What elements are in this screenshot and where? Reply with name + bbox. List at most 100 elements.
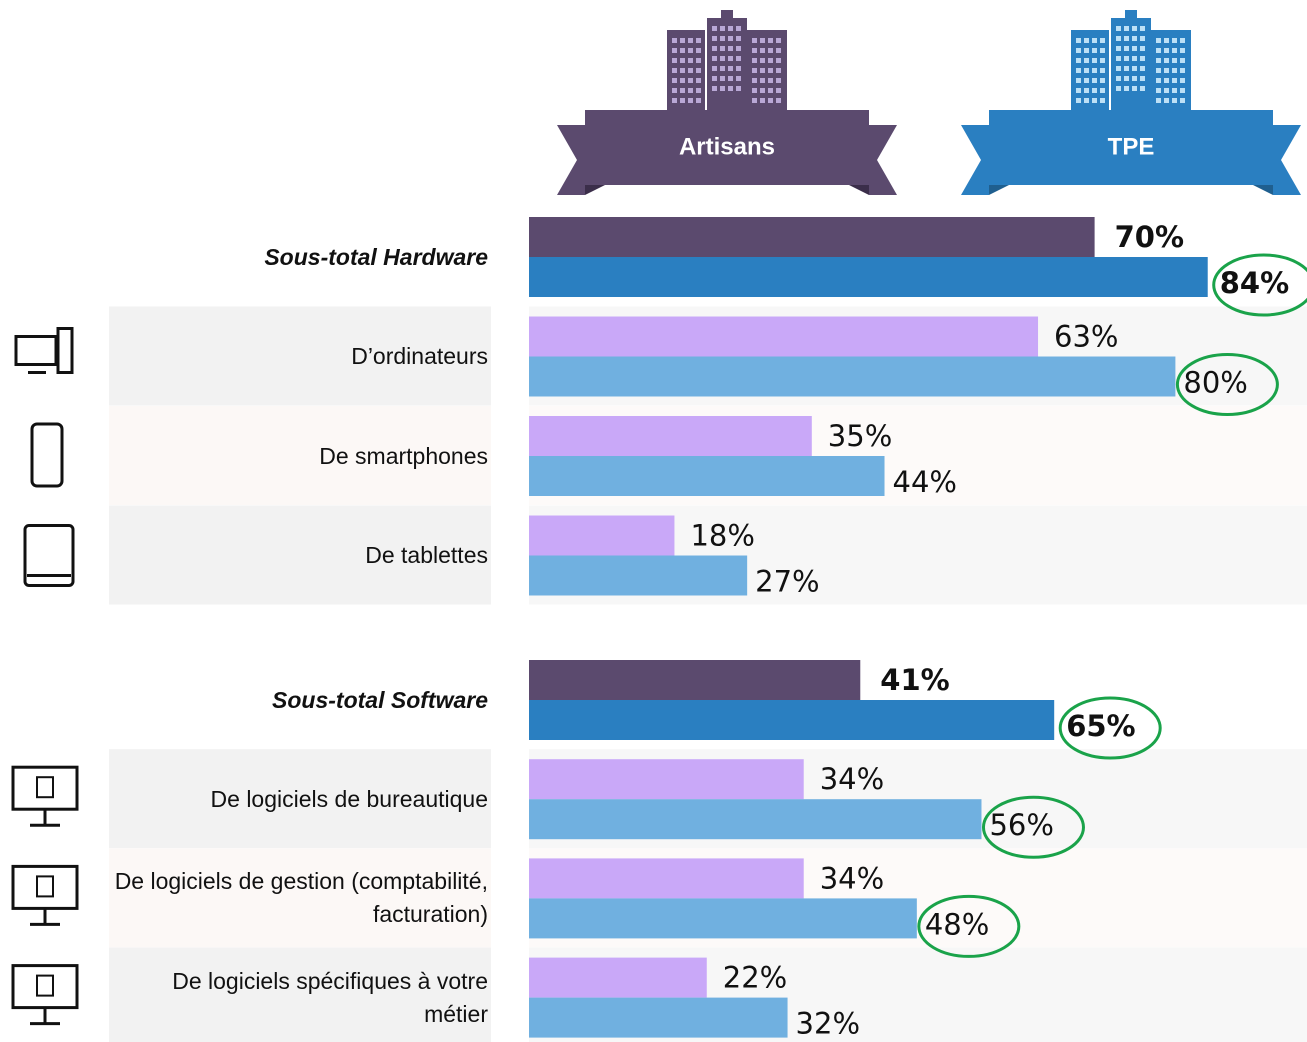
icon-part xyxy=(56,327,74,374)
window xyxy=(688,58,693,63)
value-label: 44% xyxy=(893,465,957,499)
window xyxy=(1116,56,1121,61)
window xyxy=(776,38,781,43)
row-background xyxy=(109,306,491,406)
window xyxy=(1124,36,1129,41)
window xyxy=(1132,26,1137,31)
value-label: 35% xyxy=(828,419,892,453)
window xyxy=(728,66,733,71)
window xyxy=(752,48,757,53)
window xyxy=(728,86,733,91)
icon-part xyxy=(11,765,79,811)
window xyxy=(720,56,725,61)
bar xyxy=(529,316,1039,357)
bar xyxy=(529,799,982,840)
window xyxy=(1092,78,1097,83)
row-background xyxy=(109,505,491,605)
window xyxy=(768,98,773,103)
window xyxy=(720,66,725,71)
ribbon-tail xyxy=(961,125,989,195)
window xyxy=(1116,26,1121,31)
bar xyxy=(529,858,804,899)
window xyxy=(1164,38,1169,43)
window xyxy=(688,68,693,73)
window xyxy=(1116,46,1121,51)
icon-part xyxy=(36,776,54,799)
window xyxy=(688,48,693,53)
row-icon xyxy=(30,422,64,488)
window xyxy=(1132,66,1137,71)
window xyxy=(1092,58,1097,63)
value-label: 48% xyxy=(925,907,989,941)
window xyxy=(736,36,741,41)
value-label: 34% xyxy=(820,861,884,895)
ribbon-tail xyxy=(557,125,585,195)
ribbon-tail xyxy=(1273,125,1301,195)
window xyxy=(680,38,685,43)
window xyxy=(1156,48,1161,53)
window xyxy=(760,88,765,93)
window xyxy=(1172,38,1177,43)
window xyxy=(1084,58,1089,63)
window xyxy=(1180,58,1185,63)
row-icon xyxy=(11,864,79,926)
window xyxy=(1100,98,1105,103)
value-label: 41% xyxy=(880,663,949,697)
window xyxy=(1156,68,1161,73)
window xyxy=(1076,38,1081,43)
window xyxy=(696,58,701,63)
window xyxy=(1084,78,1089,83)
window xyxy=(1124,46,1129,51)
window xyxy=(1180,68,1185,73)
window xyxy=(720,86,725,91)
window xyxy=(728,36,733,41)
window xyxy=(1124,26,1129,31)
bar xyxy=(529,257,1208,297)
window xyxy=(1180,88,1185,93)
roof xyxy=(721,10,733,18)
window xyxy=(712,66,717,71)
bar xyxy=(529,997,788,1038)
roof xyxy=(1125,10,1137,18)
bar xyxy=(529,217,1095,257)
category-label: De logiciels spécifiques à votre métier xyxy=(172,967,488,1027)
window xyxy=(1100,78,1105,83)
window xyxy=(1076,98,1081,103)
window xyxy=(1084,98,1089,103)
window xyxy=(1116,36,1121,41)
category-label: Sous-total Software xyxy=(272,686,488,713)
row-icon xyxy=(11,964,79,1026)
window xyxy=(1076,68,1081,73)
window xyxy=(760,48,765,53)
window xyxy=(760,58,765,63)
icon-part xyxy=(11,964,79,1010)
window xyxy=(1140,76,1145,81)
window xyxy=(1084,88,1089,93)
building xyxy=(707,18,747,110)
category-label: Sous-total Hardware xyxy=(264,243,488,270)
ribbon-fold xyxy=(849,185,869,195)
icon-part xyxy=(36,875,54,898)
window xyxy=(696,78,701,83)
window xyxy=(768,48,773,53)
bar xyxy=(529,555,748,596)
window xyxy=(1172,88,1177,93)
ribbon xyxy=(585,110,869,185)
bar xyxy=(529,356,1176,397)
value-label: 80% xyxy=(1183,366,1247,400)
value-label: 27% xyxy=(755,565,819,599)
window xyxy=(1092,38,1097,43)
window xyxy=(1132,46,1137,51)
category-label: D’ordinateurs xyxy=(351,343,488,369)
window xyxy=(1156,78,1161,83)
value-label: 63% xyxy=(1054,320,1118,354)
window xyxy=(1132,56,1137,61)
window xyxy=(768,68,773,73)
building xyxy=(1111,18,1151,110)
window xyxy=(1156,38,1161,43)
row-icon xyxy=(11,765,79,827)
window xyxy=(1076,78,1081,83)
window xyxy=(712,46,717,51)
window xyxy=(672,58,677,63)
